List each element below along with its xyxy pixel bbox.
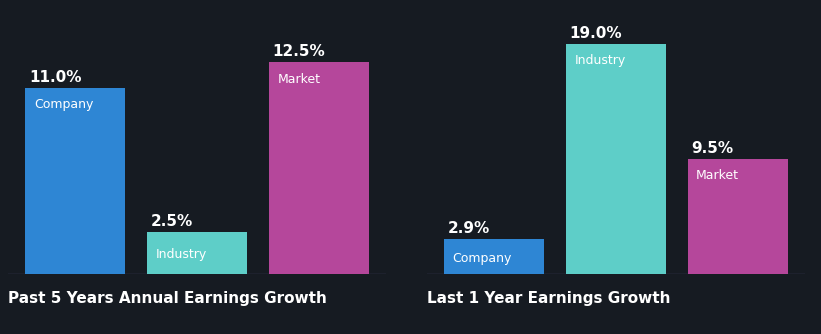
Text: 2.5%: 2.5% [151,213,193,228]
Text: Market: Market [277,72,320,86]
Bar [688,159,787,274]
Text: Company: Company [452,252,511,265]
Text: 12.5%: 12.5% [273,44,325,59]
Text: Industry: Industry [575,54,626,67]
Text: Past 5 Years Annual Earnings Growth: Past 5 Years Annual Earnings Growth [8,291,327,306]
Bar [269,62,369,274]
Text: 2.9%: 2.9% [447,221,490,236]
Text: 9.5%: 9.5% [691,141,733,156]
Bar [25,88,125,274]
Bar [444,239,544,274]
Text: 19.0%: 19.0% [570,26,622,41]
Bar [147,231,247,274]
Bar [566,44,666,274]
Text: Last 1 Year Earnings Growth: Last 1 Year Earnings Growth [427,291,671,306]
Text: Company: Company [34,98,93,111]
Text: Industry: Industry [156,248,207,261]
Text: Market: Market [696,169,739,182]
Text: 11.0%: 11.0% [29,70,81,85]
